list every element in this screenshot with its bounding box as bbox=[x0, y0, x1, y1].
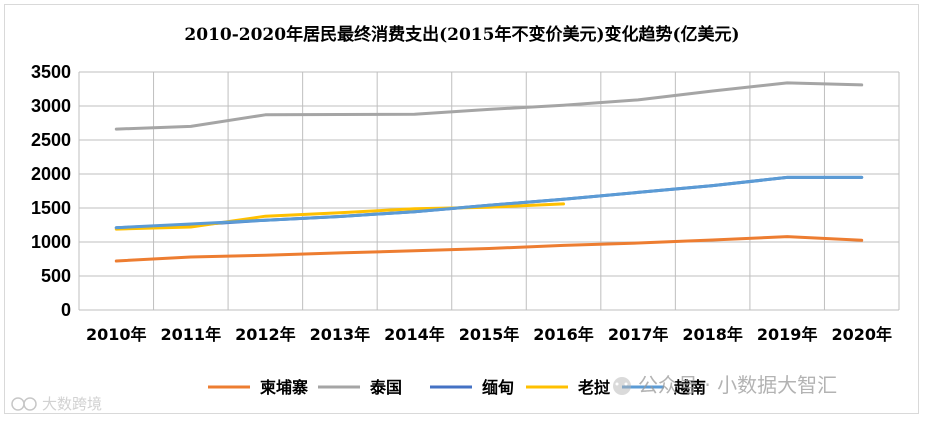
y-tick-label: 1000 bbox=[31, 232, 71, 252]
watermark-logo-icon-2 bbox=[23, 397, 37, 411]
series-line-1 bbox=[114, 81, 864, 131]
y-tick-label: 0 bbox=[61, 300, 71, 320]
x-tick-label: 2017年 bbox=[608, 325, 669, 344]
watermark-right: 公众号 · 小数据大智汇 bbox=[613, 373, 837, 397]
series-lines bbox=[114, 81, 864, 263]
x-tick-label: 2010年 bbox=[86, 325, 147, 344]
x-tick-label: 2016年 bbox=[533, 325, 594, 344]
chart-frame bbox=[4, 4, 919, 414]
legend-label-4: 越南 bbox=[673, 378, 706, 397]
x-tick-label: 2019年 bbox=[757, 325, 818, 344]
x-tick-label: 2012年 bbox=[235, 325, 296, 344]
x-tick-label: 2014年 bbox=[384, 325, 445, 344]
legend: 柬埔寨 泰国 缅甸 老挝 越南 bbox=[208, 378, 706, 397]
wechat-icon bbox=[613, 377, 631, 395]
watermark-logo-icon bbox=[11, 397, 25, 411]
x-tick-label: 2011年 bbox=[161, 325, 222, 344]
series-line-3 bbox=[114, 202, 565, 231]
y-tick-label: 500 bbox=[41, 266, 71, 286]
x-tick-label: 2018年 bbox=[682, 325, 743, 344]
y-tick-label: 3000 bbox=[31, 96, 71, 116]
chart-title: 2010-2020年居民最终消费支出(2015年不变价美元)变化趋势(亿美元) bbox=[184, 24, 739, 45]
x-axis-ticks: 2010年 2011年 2012年 2013年 2014年 2015年 2016年 2017年… bbox=[86, 325, 892, 344]
watermark-left-text: 大数跨境 bbox=[42, 395, 102, 413]
legend-label-2: 缅甸 bbox=[482, 378, 514, 397]
x-tick-label: 2020年 bbox=[831, 325, 892, 344]
watermark-left: 大数跨境 bbox=[11, 395, 102, 413]
legend-label-0: 柬埔寨 bbox=[260, 378, 308, 397]
wechat-icon-eye-left bbox=[615, 382, 619, 386]
y-tick-label: 1500 bbox=[31, 198, 71, 218]
x-tick-label: 2013年 bbox=[310, 325, 371, 344]
legend-label-1: 泰国 bbox=[369, 378, 402, 397]
y-tick-label: 2500 bbox=[31, 130, 71, 150]
series-line-0 bbox=[114, 235, 864, 263]
y-tick-label: 2000 bbox=[31, 164, 71, 184]
wechat-icon-eye-right bbox=[624, 382, 628, 386]
y-tick-label: 3500 bbox=[31, 62, 71, 82]
y-axis-ticks: 0 500 1000 1500 2000 2500 3000 3500 bbox=[31, 62, 71, 320]
x-tick-label: 2015年 bbox=[459, 325, 520, 344]
series-line-4 bbox=[114, 175, 864, 230]
grid bbox=[78, 71, 900, 311]
watermark-right-text: 公众号 · 小数据大智汇 bbox=[638, 373, 837, 397]
legend-label-3: 老挝 bbox=[577, 378, 611, 397]
